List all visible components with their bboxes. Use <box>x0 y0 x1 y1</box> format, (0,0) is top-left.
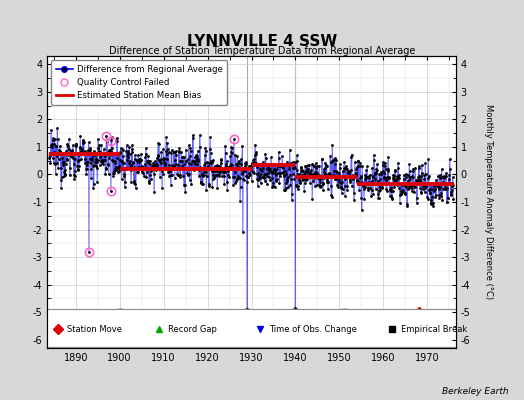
Text: Time of Obs. Change: Time of Obs. Change <box>269 325 357 334</box>
Text: Empirical Break: Empirical Break <box>401 325 467 334</box>
Bar <box>47 310 456 347</box>
Text: Berkeley Earth: Berkeley Earth <box>442 387 508 396</box>
Text: Difference of Station Temperature Data from Regional Average: Difference of Station Temperature Data f… <box>109 46 415 56</box>
Text: Station Move: Station Move <box>67 325 122 334</box>
Text: Record Gap: Record Gap <box>168 325 217 334</box>
Legend: Difference from Regional Average, Quality Control Failed, Estimated Station Mean: Difference from Regional Average, Qualit… <box>51 60 227 104</box>
Y-axis label: Monthly Temperature Anomaly Difference (°C): Monthly Temperature Anomaly Difference (… <box>484 104 494 300</box>
Text: LYNNVILLE 4 SSW: LYNNVILLE 4 SSW <box>187 34 337 50</box>
